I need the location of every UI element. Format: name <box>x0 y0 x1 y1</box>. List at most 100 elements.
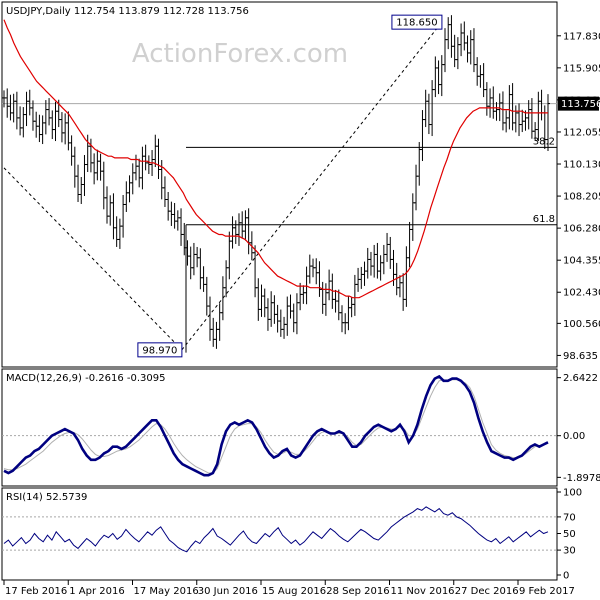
trendline-up-dashed <box>181 21 443 351</box>
price-bar <box>220 276 225 321</box>
price-bar <box>24 91 29 127</box>
price-bar <box>76 164 81 202</box>
price-bar <box>236 213 241 246</box>
price-y-tick-label: 117.830 <box>563 31 600 42</box>
price-bar <box>40 115 45 145</box>
price-bar <box>307 254 312 284</box>
price-bar <box>156 138 161 180</box>
price-bar <box>459 23 464 57</box>
price-bar <box>121 194 126 238</box>
price-bar <box>204 276 209 316</box>
price-bar <box>397 275 402 298</box>
price-bar <box>153 134 158 168</box>
price-bar <box>539 89 544 121</box>
price-bar <box>282 316 287 339</box>
price-bar <box>452 34 457 68</box>
trendline-down-dashed <box>3 167 183 351</box>
price-bar <box>166 191 171 221</box>
price-bar <box>243 210 248 241</box>
price-bar <box>488 88 493 118</box>
price-bar <box>262 288 267 318</box>
price-y-tick-label: 100.560 <box>563 319 600 330</box>
price-bar <box>462 21 467 51</box>
price-bar <box>298 282 303 311</box>
price-bar <box>314 258 319 285</box>
x-tick-label: 1 Apr 2016 <box>69 586 124 597</box>
fib-level-label: 61.8 <box>533 214 555 225</box>
price-bar <box>484 82 489 116</box>
price-bar <box>195 246 200 268</box>
svg-text:118.650: 118.650 <box>396 18 437 29</box>
price-bar <box>69 135 74 166</box>
price-bar <box>375 242 380 279</box>
price-bar <box>426 93 431 135</box>
rsi-line <box>3 506 549 553</box>
price-bar <box>504 110 509 133</box>
price-bar <box>63 113 68 145</box>
macd-y-tick-label: -1.8978 <box>563 473 600 484</box>
price-bar <box>385 232 390 262</box>
price-bar <box>2 90 6 108</box>
price-bar <box>172 202 177 229</box>
price-bar <box>285 296 290 336</box>
price-bar <box>124 181 129 212</box>
price-bar <box>92 153 97 185</box>
price-bar <box>275 304 280 333</box>
price-annotations: 118.650 98.970 <box>137 14 443 358</box>
price-bar <box>191 242 196 276</box>
rsi-y-tick-label: 50 <box>563 529 576 540</box>
price-bar <box>449 15 454 58</box>
price-bar <box>108 195 113 226</box>
price-bar <box>526 100 531 130</box>
price-y-axis: 117.830115.905113.980112.055110.130108.2… <box>557 31 600 362</box>
price-bar <box>436 60 441 95</box>
x-tick-label: 17 May 2016 <box>134 586 199 597</box>
price-bar <box>201 266 206 292</box>
price-bar <box>95 149 100 181</box>
price-bar <box>59 112 64 143</box>
x-tick-label: 27 Dec 2016 <box>455 586 519 597</box>
fib-level-label: 38.2 <box>533 136 555 147</box>
x-tick-label: 28 Sep 2016 <box>326 586 389 597</box>
price-bar <box>471 28 476 73</box>
rsi-y-tick-label: 30 <box>563 546 576 557</box>
price-bar <box>117 218 122 249</box>
price-bar <box>198 248 203 290</box>
price-bar <box>175 210 180 231</box>
price-bar <box>343 313 348 335</box>
price-bar <box>529 98 534 139</box>
price-bar <box>368 251 373 276</box>
price-bar <box>214 321 219 349</box>
price-bar <box>294 293 299 335</box>
price-bar <box>265 298 270 331</box>
price-bar <box>497 93 502 122</box>
price-bar <box>288 294 293 319</box>
price-bar <box>433 56 438 98</box>
price-bar <box>349 296 354 318</box>
price-bar <box>27 89 32 116</box>
price-bar <box>47 98 52 126</box>
price-bar <box>179 208 184 246</box>
price-title: USDJPY,Daily 112.754 113.879 112.728 113… <box>6 6 249 17</box>
price-bar <box>253 245 258 298</box>
price-bar <box>494 102 499 121</box>
price-bar <box>259 284 264 317</box>
price-bar <box>66 111 71 151</box>
price-bar <box>256 278 261 321</box>
price-bar <box>169 201 174 226</box>
price-bar <box>404 246 409 307</box>
price-bar <box>208 296 213 341</box>
price-bar <box>72 146 77 188</box>
price-bar <box>130 163 135 195</box>
price-bar <box>546 94 550 152</box>
price-bar <box>82 155 87 196</box>
price-bar <box>323 283 328 316</box>
price-bar <box>365 247 370 279</box>
price-bar <box>317 261 322 297</box>
price-bar <box>378 255 383 281</box>
price-bar <box>420 110 425 162</box>
price-bar <box>327 269 332 301</box>
price-bar <box>430 80 435 137</box>
price-bar <box>278 309 283 337</box>
price-bar <box>291 303 296 333</box>
